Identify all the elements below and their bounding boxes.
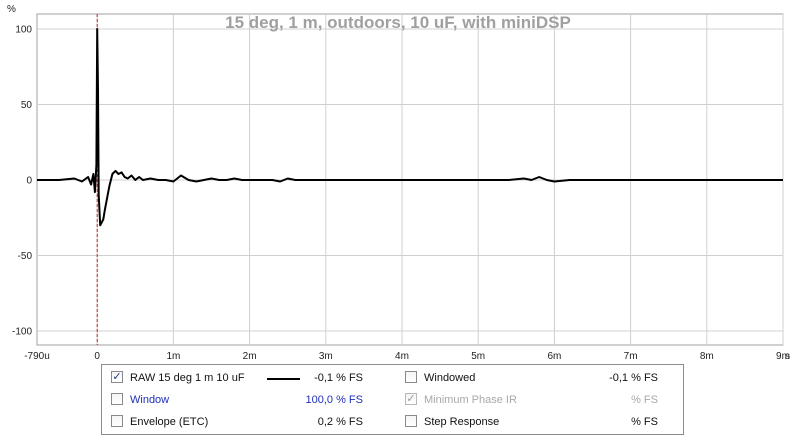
x-tick-label: 3m	[319, 351, 333, 362]
chart-title: 15 deg, 1 m, outdoors, 10 uF, with miniD…	[225, 13, 571, 32]
legend-row-window: Window 100,0 % FS ✓ Minimum Phase IR % F…	[102, 389, 683, 411]
x-tick-label: -790u	[24, 351, 50, 362]
y-tick-label: 50	[21, 100, 33, 111]
x-tick-label: 1m	[166, 351, 180, 362]
step-response-checkbox[interactable]	[405, 415, 417, 427]
step-response-value: % FS	[631, 416, 658, 428]
y-tick-label: -100	[12, 327, 32, 338]
y-tick-label: 0	[26, 176, 32, 187]
envelope-value: 0,2 % FS	[317, 416, 363, 428]
x-tick-label: 8m	[700, 351, 714, 362]
x-axis-unit-label: s	[785, 351, 790, 362]
envelope-label: Envelope (ETC)	[130, 416, 209, 428]
step-response-label: Step Response	[424, 416, 500, 428]
series-raw-line	[37, 28, 783, 227]
axis-tick-labels: 100 50 0 -50 -100 -790u 0 1m 2m 3m 4m 5m 6m 7m 8m 9ms	[12, 25, 790, 363]
minimum-phase-label: Minimum Phase IR	[424, 394, 517, 406]
minimum-phase-checkbox[interactable]: ✓	[405, 393, 417, 405]
x-tick-label: 7m	[624, 351, 638, 362]
raw-checkbox[interactable]: ✓	[111, 371, 123, 383]
window-label: Window	[130, 394, 170, 406]
windowed-label: Windowed	[424, 372, 476, 384]
legend-row-envelope: Envelope (ETC) 0,2 % FS Step Response % …	[102, 411, 683, 433]
windowed-checkbox[interactable]	[405, 371, 417, 383]
minimum-phase-value: % FS	[631, 394, 658, 406]
windowed-value: -0,1 % FS	[609, 372, 658, 384]
x-tick-label: 2m	[243, 351, 257, 362]
raw-label: RAW 15 deg 1 m 10 uF	[130, 372, 245, 384]
x-tick-label: 0	[94, 351, 100, 362]
x-tick-label: 5m	[471, 351, 485, 362]
y-tick-label: 100	[15, 25, 32, 36]
envelope-checkbox[interactable]	[111, 415, 123, 427]
window-checkbox[interactable]	[111, 393, 123, 405]
x-tick-label: 9m	[776, 351, 790, 362]
legend-row-raw: ✓ RAW 15 deg 1 m 10 uF -0,1 % FS Windowe…	[102, 367, 683, 389]
y-tick-label: -50	[18, 251, 33, 262]
raw-line-swatch	[267, 378, 300, 380]
x-tick-label: 6m	[547, 351, 561, 362]
window-value: 100,0 % FS	[305, 394, 363, 406]
y-axis-unit-label: %	[7, 4, 16, 15]
raw-value: -0,1 % FS	[314, 372, 363, 384]
x-tick-label: 4m	[395, 351, 409, 362]
legend-panel: ✓ RAW 15 deg 1 m 10 uF -0,1 % FS Windowe…	[101, 364, 684, 435]
